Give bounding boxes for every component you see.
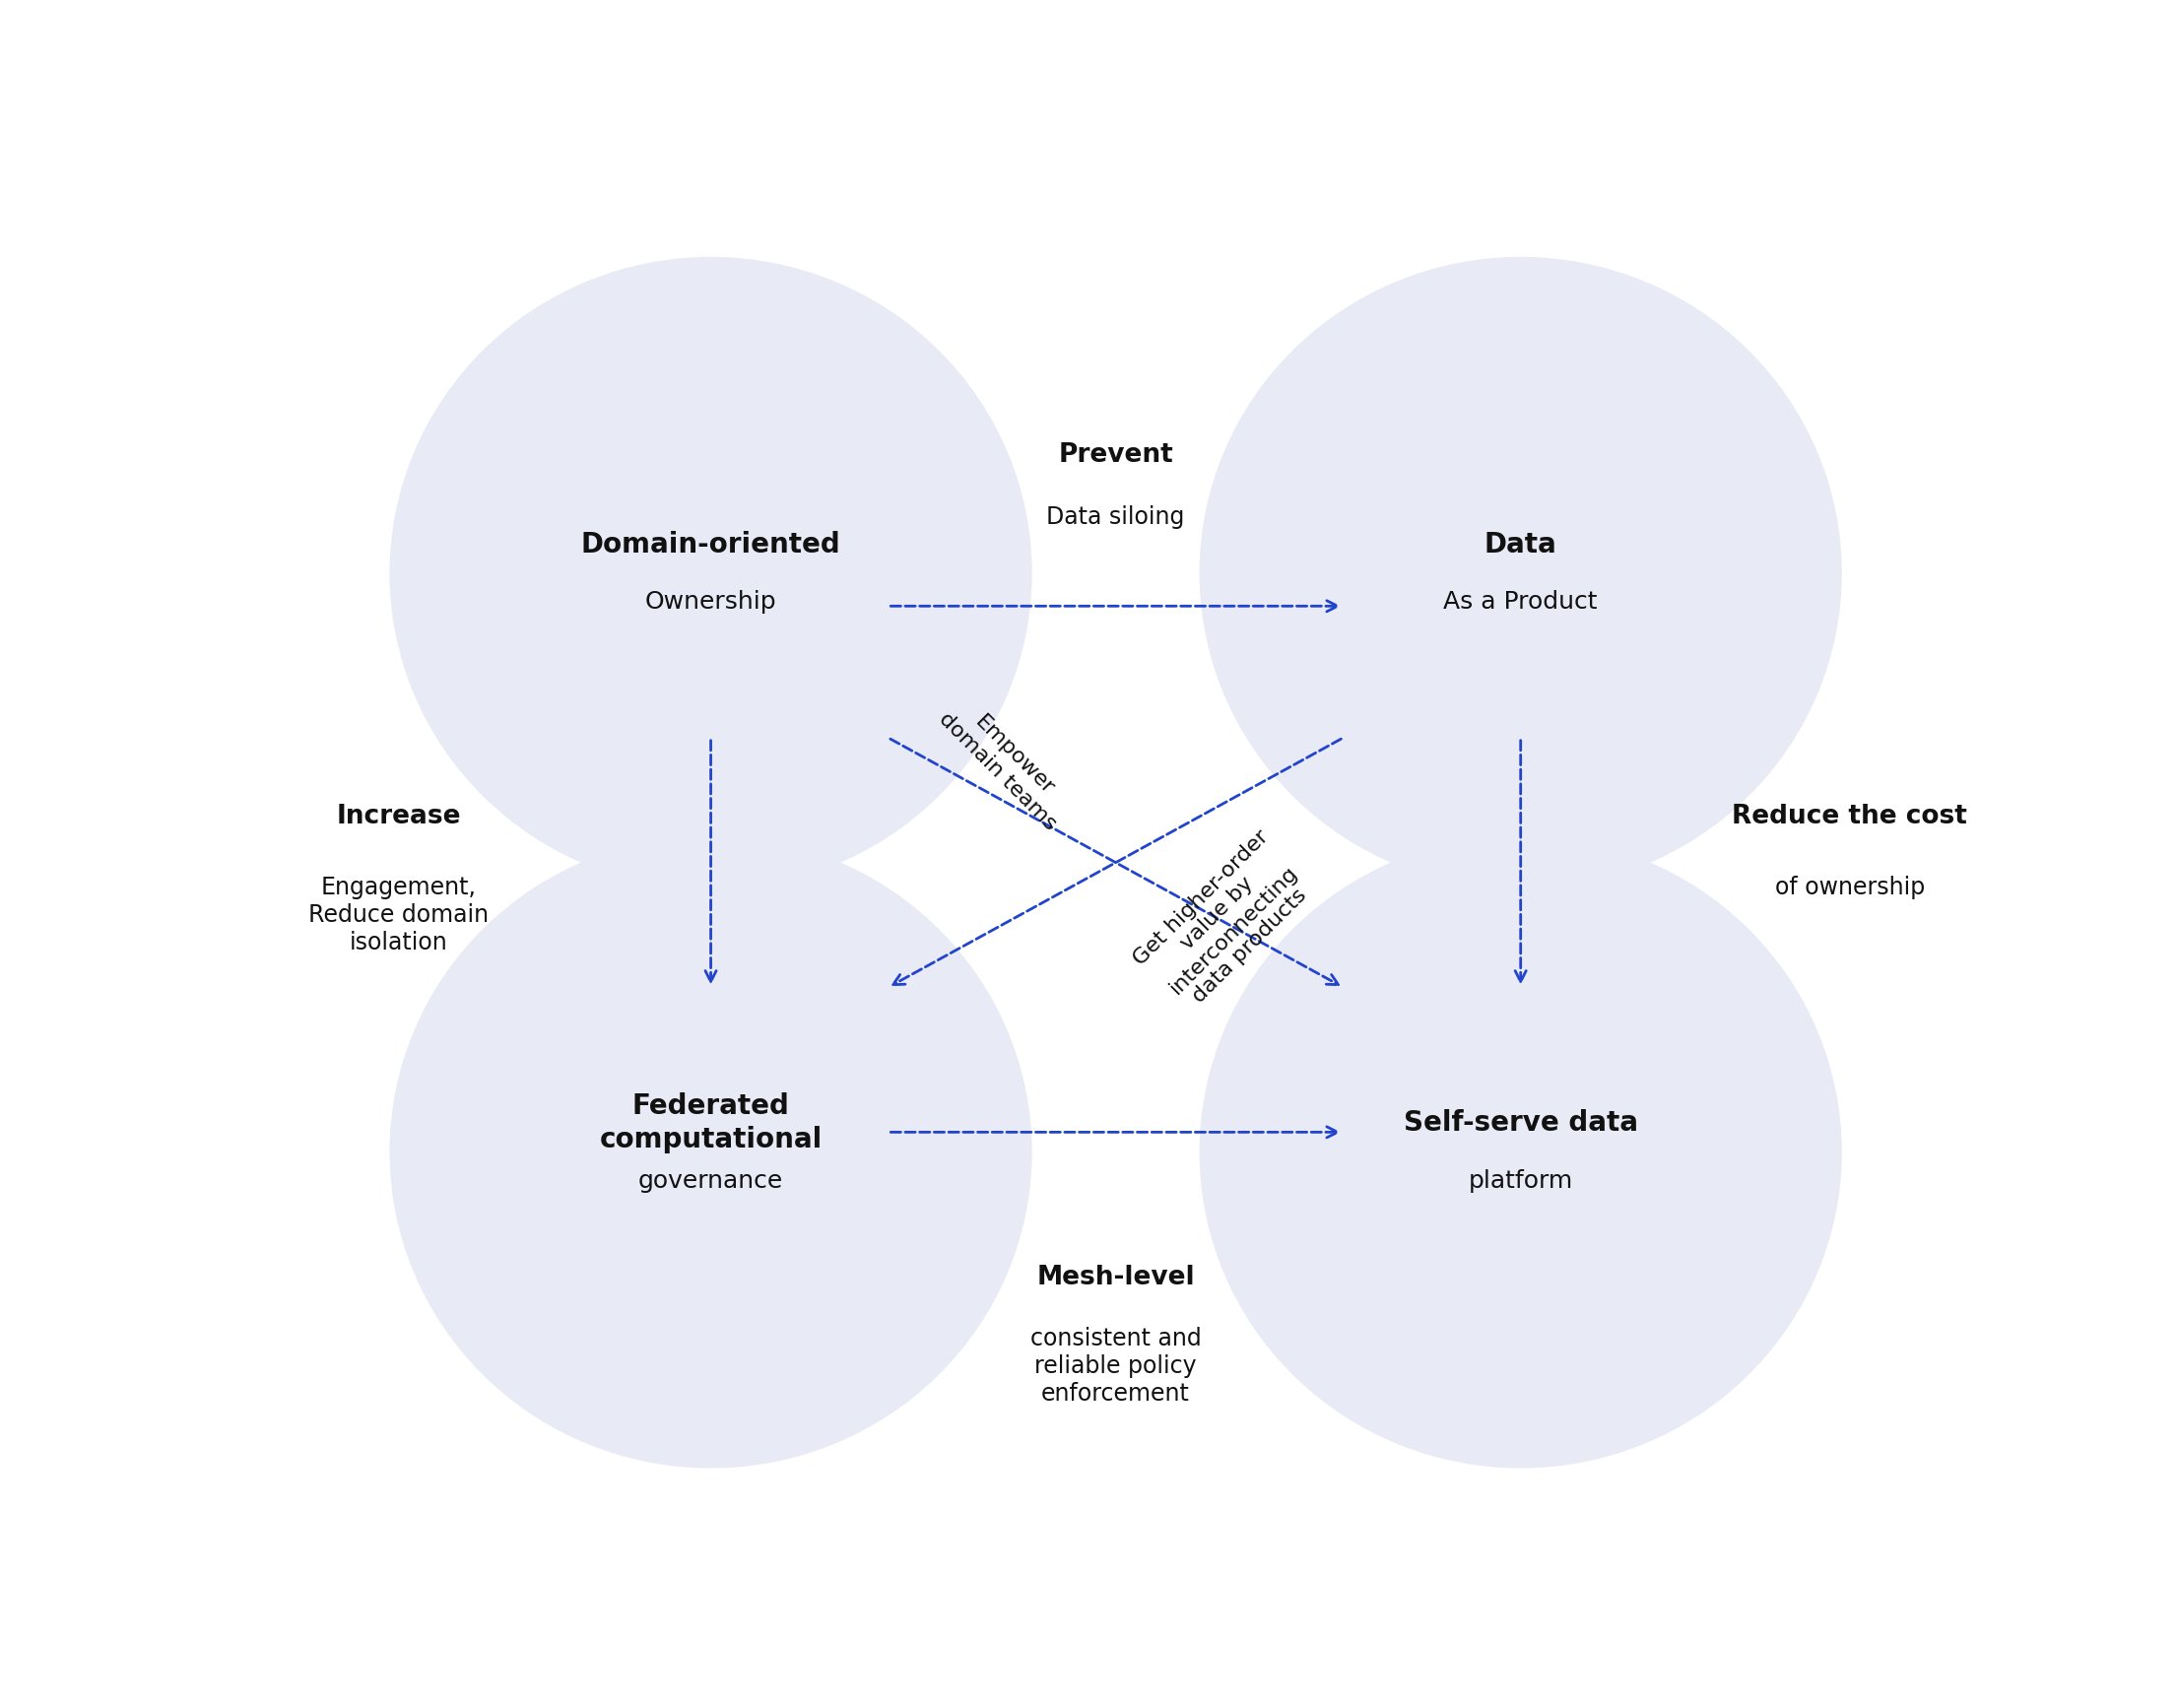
Ellipse shape	[390, 258, 1032, 888]
Ellipse shape	[1200, 258, 1842, 888]
Text: Reduce the cost: Reduce the cost	[1733, 804, 1968, 830]
Text: platform: platform	[1467, 1168, 1574, 1192]
Text: Self-serve data: Self-serve data	[1404, 1108, 1637, 1138]
Text: Federated
computational: Federated computational	[599, 1091, 823, 1155]
Text: Domain-oriented: Domain-oriented	[581, 531, 840, 559]
Text: As a Product: As a Product	[1443, 591, 1598, 613]
Text: Ownership: Ownership	[644, 591, 777, 613]
Text: Get higher-order
value by
interconnecting
data products: Get higher-order value by interconnectin…	[1130, 827, 1321, 1018]
Text: Prevent: Prevent	[1058, 442, 1173, 468]
Text: Data siloing: Data siloing	[1047, 506, 1184, 528]
Text: consistent and
reliable policy
enforcement: consistent and reliable policy enforceme…	[1030, 1327, 1202, 1406]
Text: of ownership: of ownership	[1774, 876, 1924, 900]
Ellipse shape	[1200, 837, 1842, 1467]
Text: Increase: Increase	[337, 804, 462, 830]
Ellipse shape	[390, 837, 1032, 1467]
Text: Engagement,
Reduce domain
isolation: Engagement, Reduce domain isolation	[309, 876, 490, 955]
Text: governance: governance	[638, 1168, 784, 1192]
Text: Mesh-level: Mesh-level	[1036, 1264, 1195, 1290]
Text: Empower
domain teams: Empower domain teams	[936, 693, 1078, 835]
Text: Data: Data	[1485, 531, 1557, 559]
